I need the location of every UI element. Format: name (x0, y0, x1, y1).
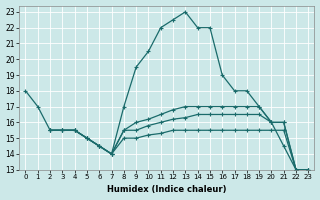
X-axis label: Humidex (Indice chaleur): Humidex (Indice chaleur) (107, 185, 227, 194)
